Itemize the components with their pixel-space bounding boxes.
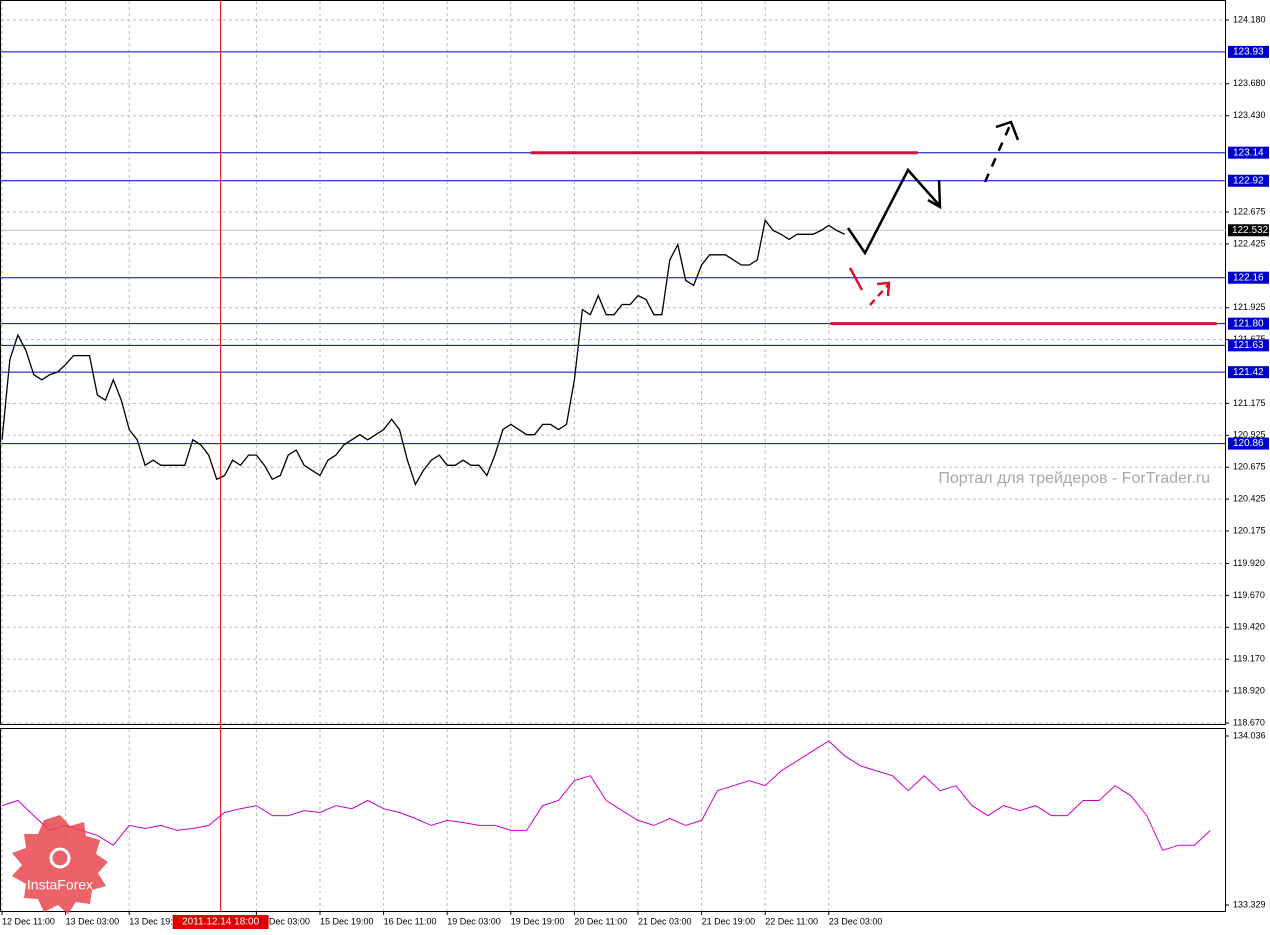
level-label: 120.86 [1233,438,1264,449]
level-label: 122.16 [1233,272,1264,283]
logo-text: InstaForex [27,877,93,893]
y-tick-label: 119.170 [1233,654,1265,664]
last-price-box [1228,224,1269,237]
y-tick-label: 121.675 [1233,334,1266,344]
level-box [1228,437,1269,450]
level-box [1228,146,1269,159]
level-box [1228,174,1269,187]
arrow-head [876,281,891,297]
x-tick-label: 13 Dec 03:00 [66,916,120,926]
series-line [1,740,1211,851]
arrow-head [927,179,942,210]
level-label: 121.42 [1233,367,1264,378]
logo: InstaForex [12,815,108,914]
y-tick-label: 121.175 [1233,398,1266,408]
level-box [1228,45,1269,58]
x-tick-label: 19 Dec 03:00 [447,916,501,926]
level-box [1228,366,1269,379]
x-tick-label: 12 Dec 11:00 [2,916,55,926]
arrow-path [869,284,889,306]
y-tick-label: 119.420 [1233,622,1265,632]
y-tick-label: 134.036 [1233,730,1266,740]
last-price-label: 122.532 [1232,225,1269,236]
level-label: 123.93 [1233,47,1264,58]
y-tick-label: 118.920 [1233,685,1265,695]
logo-icon [49,847,71,869]
forecast-arrows [846,120,1020,306]
price-panel [0,0,1226,725]
y-tick-label: 118.670 [1233,717,1265,727]
logo-badge [12,815,108,914]
y-tick-label: 121.925 [1233,302,1266,312]
level-label: 121.63 [1233,340,1264,351]
y-tick-label: 119.670 [1233,590,1265,600]
level-label: 122.92 [1233,175,1264,186]
y-tick-label: 120.425 [1233,493,1266,503]
x-tick-label: 19 Dec 19:00 [511,916,565,926]
indicator-panel [0,728,1226,912]
x-tick-label: 21 Dec 19:00 [702,916,756,926]
y-tick-label: 124.180 [1233,14,1266,24]
y-tick-label: 119.920 [1233,558,1265,568]
x-tick-label: 21 Dec 03:00 [638,916,692,926]
y-tick-label: 133.329 [1233,899,1266,909]
level-label: 121.80 [1233,318,1264,329]
x-tick-label: 13 Dec 19:00 [129,916,183,926]
arrow-path [846,167,941,256]
x-tick-label: 16 Dec 11:00 [384,916,437,926]
y-tick-label: 123.430 [1233,110,1266,120]
level-box [1228,339,1269,352]
x-tick-label: 23 Dec 03:00 [829,916,883,926]
y-tick-label: 122.675 [1233,206,1266,216]
level-box [1228,317,1269,330]
series-line [1,218,845,486]
y-tick-label: 120.925 [1233,430,1266,440]
arrow-head [995,120,1020,141]
level-box [1228,271,1269,284]
y-tick-label: 123.680 [1233,78,1266,88]
x-tick-label: 15 Dec 19:00 [320,916,374,926]
y-tick-label: 122.425 [1233,238,1266,248]
arrow-path [983,122,1013,183]
y-tick-label: 120.675 [1233,462,1266,472]
x-tick-label: 15 Dec 03:00 [256,916,310,926]
arrow-path [848,267,864,291]
level-label: 123.14 [1233,147,1264,158]
x-tick-label: 20 Dec 11:00 [574,916,627,926]
cursor-box [172,915,269,929]
y-tick-label: 120.175 [1233,525,1266,535]
x-tick-label: 22 Dec 11:00 [765,916,818,926]
watermark: Портал для трейдеров - ForTrader.ru [938,470,1210,487]
cursor-label: 2011.12.14 18:00 [182,917,260,928]
